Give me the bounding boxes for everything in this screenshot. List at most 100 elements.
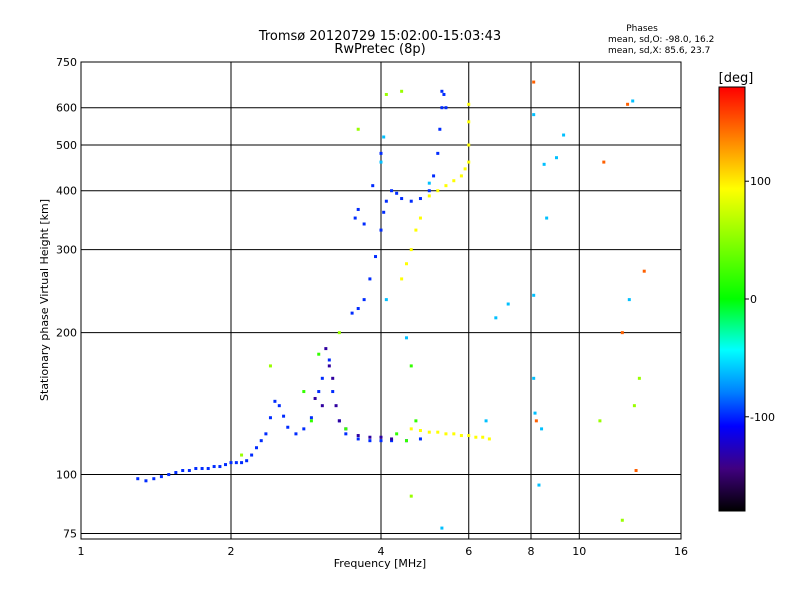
data-point: [254, 446, 258, 450]
data-point: [302, 427, 306, 431]
data-point: [395, 432, 399, 436]
data-point: [245, 459, 249, 463]
data-point: [532, 376, 536, 380]
data-point: [379, 439, 383, 443]
data-point: [379, 160, 383, 164]
data-point: [427, 194, 431, 198]
colorbar-tick-label: 100: [750, 175, 771, 188]
data-point: [152, 477, 156, 481]
data-point: [545, 216, 549, 220]
x-tick-label: 8: [528, 545, 535, 558]
data-point: [627, 298, 631, 302]
data-point: [390, 439, 394, 443]
data-point: [620, 331, 624, 335]
data-point: [440, 89, 444, 93]
data-point: [637, 376, 641, 380]
data-point: [379, 151, 383, 155]
data-point: [427, 430, 431, 434]
data-point: [273, 399, 277, 403]
data-point: [444, 184, 448, 188]
data-point: [356, 207, 360, 211]
data-point: [452, 432, 456, 436]
data-point: [212, 465, 216, 469]
y-tick-label: 75: [63, 527, 77, 540]
legend-line-o: mean, sd,O: -98.0, 16.2: [608, 35, 714, 45]
x-tick-label: 1: [78, 545, 85, 558]
data-point: [532, 113, 536, 117]
data-point: [317, 352, 321, 356]
data-point: [302, 390, 306, 394]
data-point: [159, 475, 163, 479]
data-point: [371, 184, 375, 188]
data-point: [384, 92, 388, 96]
data-point: [467, 434, 471, 438]
data-point: [309, 419, 313, 423]
data-point: [436, 430, 440, 434]
y-tick-label: 300: [56, 244, 77, 257]
data-point: [452, 179, 456, 183]
colorbar: [718, 86, 746, 512]
data-point: [337, 331, 341, 335]
data-point: [409, 494, 413, 498]
data-point: [194, 467, 198, 471]
data-point: [418, 429, 422, 433]
data-point: [144, 479, 148, 483]
data-point: [409, 248, 413, 252]
data-point: [379, 228, 383, 232]
data-point: [337, 419, 341, 423]
data-point: [390, 189, 394, 193]
data-point: [187, 469, 191, 473]
data-point: [356, 307, 360, 311]
chart-title: Tromsø 20120729 15:02:00-15:03:43: [258, 29, 501, 44]
data-point: [167, 473, 171, 477]
data-point: [427, 181, 431, 185]
y-tick-label: 100: [56, 469, 77, 482]
data-point: [632, 404, 636, 408]
data-point: [362, 222, 366, 226]
data-point: [240, 453, 244, 457]
data-point: [620, 518, 624, 522]
chart-subtitle: RwPretec (8p): [334, 42, 425, 57]
data-point: [534, 419, 538, 423]
data-point: [537, 483, 541, 487]
data-point: [532, 80, 536, 84]
data-point: [240, 461, 244, 465]
data-point: [444, 432, 448, 436]
x-tick-label: 4: [378, 545, 385, 558]
data-point: [440, 526, 444, 530]
data-point: [390, 437, 394, 441]
data-point: [206, 467, 210, 471]
data-point: [414, 228, 418, 232]
data-point: [334, 404, 338, 408]
data-point: [181, 469, 185, 473]
data-point: [467, 120, 471, 124]
data-point: [427, 189, 431, 193]
data-point: [384, 298, 388, 302]
data-point: [400, 277, 404, 281]
data-point: [436, 151, 440, 155]
data-point: [294, 432, 298, 436]
data-point: [382, 210, 386, 214]
data-point: [459, 174, 463, 178]
data-point: [404, 336, 408, 340]
data-point: [463, 167, 467, 171]
data-point: [409, 199, 413, 203]
data-point: [268, 416, 272, 420]
data-point: [286, 425, 290, 429]
data-point: [344, 432, 348, 436]
y-tick-label: 500: [56, 139, 77, 152]
data-point: [642, 269, 646, 273]
data-point: [353, 216, 357, 220]
data-point: [602, 160, 606, 164]
data-point: [362, 298, 366, 302]
legend-title: Phases: [626, 24, 658, 34]
data-point: [506, 302, 510, 306]
data-point: [444, 106, 448, 110]
data-point: [350, 311, 354, 315]
data-point: [324, 347, 328, 351]
data-point: [374, 255, 378, 259]
data-point: [418, 216, 422, 220]
data-point: [368, 277, 372, 281]
colorbar-ticks: 100 0 -100: [745, 175, 775, 424]
data-point: [484, 419, 488, 423]
